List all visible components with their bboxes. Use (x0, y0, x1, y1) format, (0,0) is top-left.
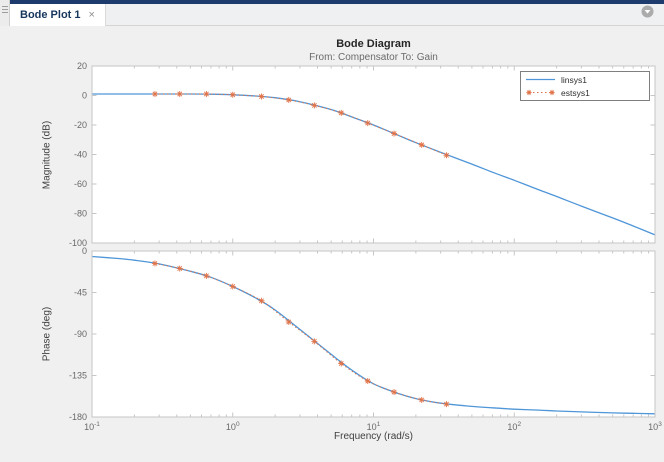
data-marker-asterisk (285, 319, 292, 326)
data-marker-asterisk (418, 141, 425, 148)
series-estsys1-markers (151, 91, 450, 159)
x-tick-label: 102 (507, 421, 521, 432)
y-tick-label: -40 (74, 150, 87, 160)
y-tick-label: 0 (82, 91, 87, 101)
x-tick-label: 101 (367, 421, 381, 432)
data-marker-asterisk (258, 297, 265, 304)
data-marker-asterisk (418, 396, 425, 403)
y-tick-label: -80 (74, 209, 87, 219)
series-linsys1-line (91, 93, 656, 236)
data-marker-asterisk (311, 102, 318, 109)
data-marker-asterisk (526, 89, 532, 96)
legend-item-linsys1[interactable]: linsys1 (521, 73, 649, 86)
series-estsys1-line (154, 262, 447, 405)
panel-grip[interactable] (0, 0, 10, 26)
x-tick-label: 103 (648, 421, 662, 432)
data-marker-asterisk (229, 91, 236, 98)
phase-axis-label: Phase (deg) (41, 306, 53, 362)
plot-io-subtitle: From: Compensator To: Gain (309, 52, 438, 63)
data-marker-asterisk (364, 378, 371, 385)
data-marker-asterisk (151, 91, 158, 98)
y-tick-label: -90 (74, 329, 87, 339)
data-marker-asterisk (176, 265, 183, 272)
legend-label-estsys1: estsys1 (561, 87, 590, 98)
tab-close-icon[interactable]: × (88, 9, 95, 21)
x-tick-label: 10-1 (84, 421, 100, 432)
frequency-axis-label: Frequency (rad/s) (334, 431, 413, 442)
data-marker-asterisk (203, 272, 210, 279)
data-marker-asterisk (364, 120, 371, 127)
y-tick-label: 20 (77, 61, 87, 71)
x-tick-label: 100 (226, 421, 240, 432)
tab-label: Bode Plot 1 (20, 9, 81, 21)
series-estsys1-markers (151, 260, 450, 408)
options-dropdown-icon[interactable] (641, 5, 654, 18)
data-marker-asterisk (151, 260, 158, 267)
legend[interactable]: linsys1 estsys1 (520, 71, 650, 101)
data-marker-asterisk (443, 401, 450, 408)
data-marker-asterisk (338, 109, 345, 116)
legend-item-estsys1[interactable]: estsys1 (521, 86, 649, 99)
y-tick-label: -20 (74, 120, 87, 130)
magnitude-axis-label: Magnitude (dB) (41, 120, 53, 190)
data-marker-asterisk (311, 338, 318, 345)
y-tick-label: -100 (69, 238, 87, 248)
axes-border (91, 250, 656, 418)
tab-bode-plot-1[interactable]: Bode Plot 1 × (10, 4, 106, 26)
data-marker-asterisk (176, 91, 183, 98)
tab-bar: Bode Plot 1 × (10, 4, 664, 26)
data-marker-asterisk (338, 360, 345, 367)
data-marker-asterisk (285, 96, 292, 103)
data-marker-asterisk (391, 130, 398, 137)
plot-title: Bode Diagram (336, 38, 411, 50)
data-marker-asterisk (258, 93, 265, 100)
window-accent-bar (10, 0, 664, 4)
data-marker-asterisk (443, 152, 450, 159)
y-tick-label: -135 (69, 371, 87, 381)
y-tick-label: -45 (74, 288, 87, 298)
y-tick-label: 0 (82, 246, 87, 256)
legend-label-linsys1: linsys1 (561, 74, 587, 85)
gear-icon (641, 5, 654, 18)
data-marker-asterisk (549, 89, 555, 96)
data-marker-asterisk (229, 283, 236, 290)
legend-line-sample-linsys1 (526, 78, 555, 81)
y-tick-label: -60 (74, 179, 87, 189)
data-marker-asterisk (203, 91, 210, 98)
legend-line-sample-estsys1 (526, 89, 555, 96)
data-marker-asterisk (391, 389, 398, 396)
y-tick-label: -180 (69, 412, 87, 422)
axes-border (91, 65, 656, 244)
